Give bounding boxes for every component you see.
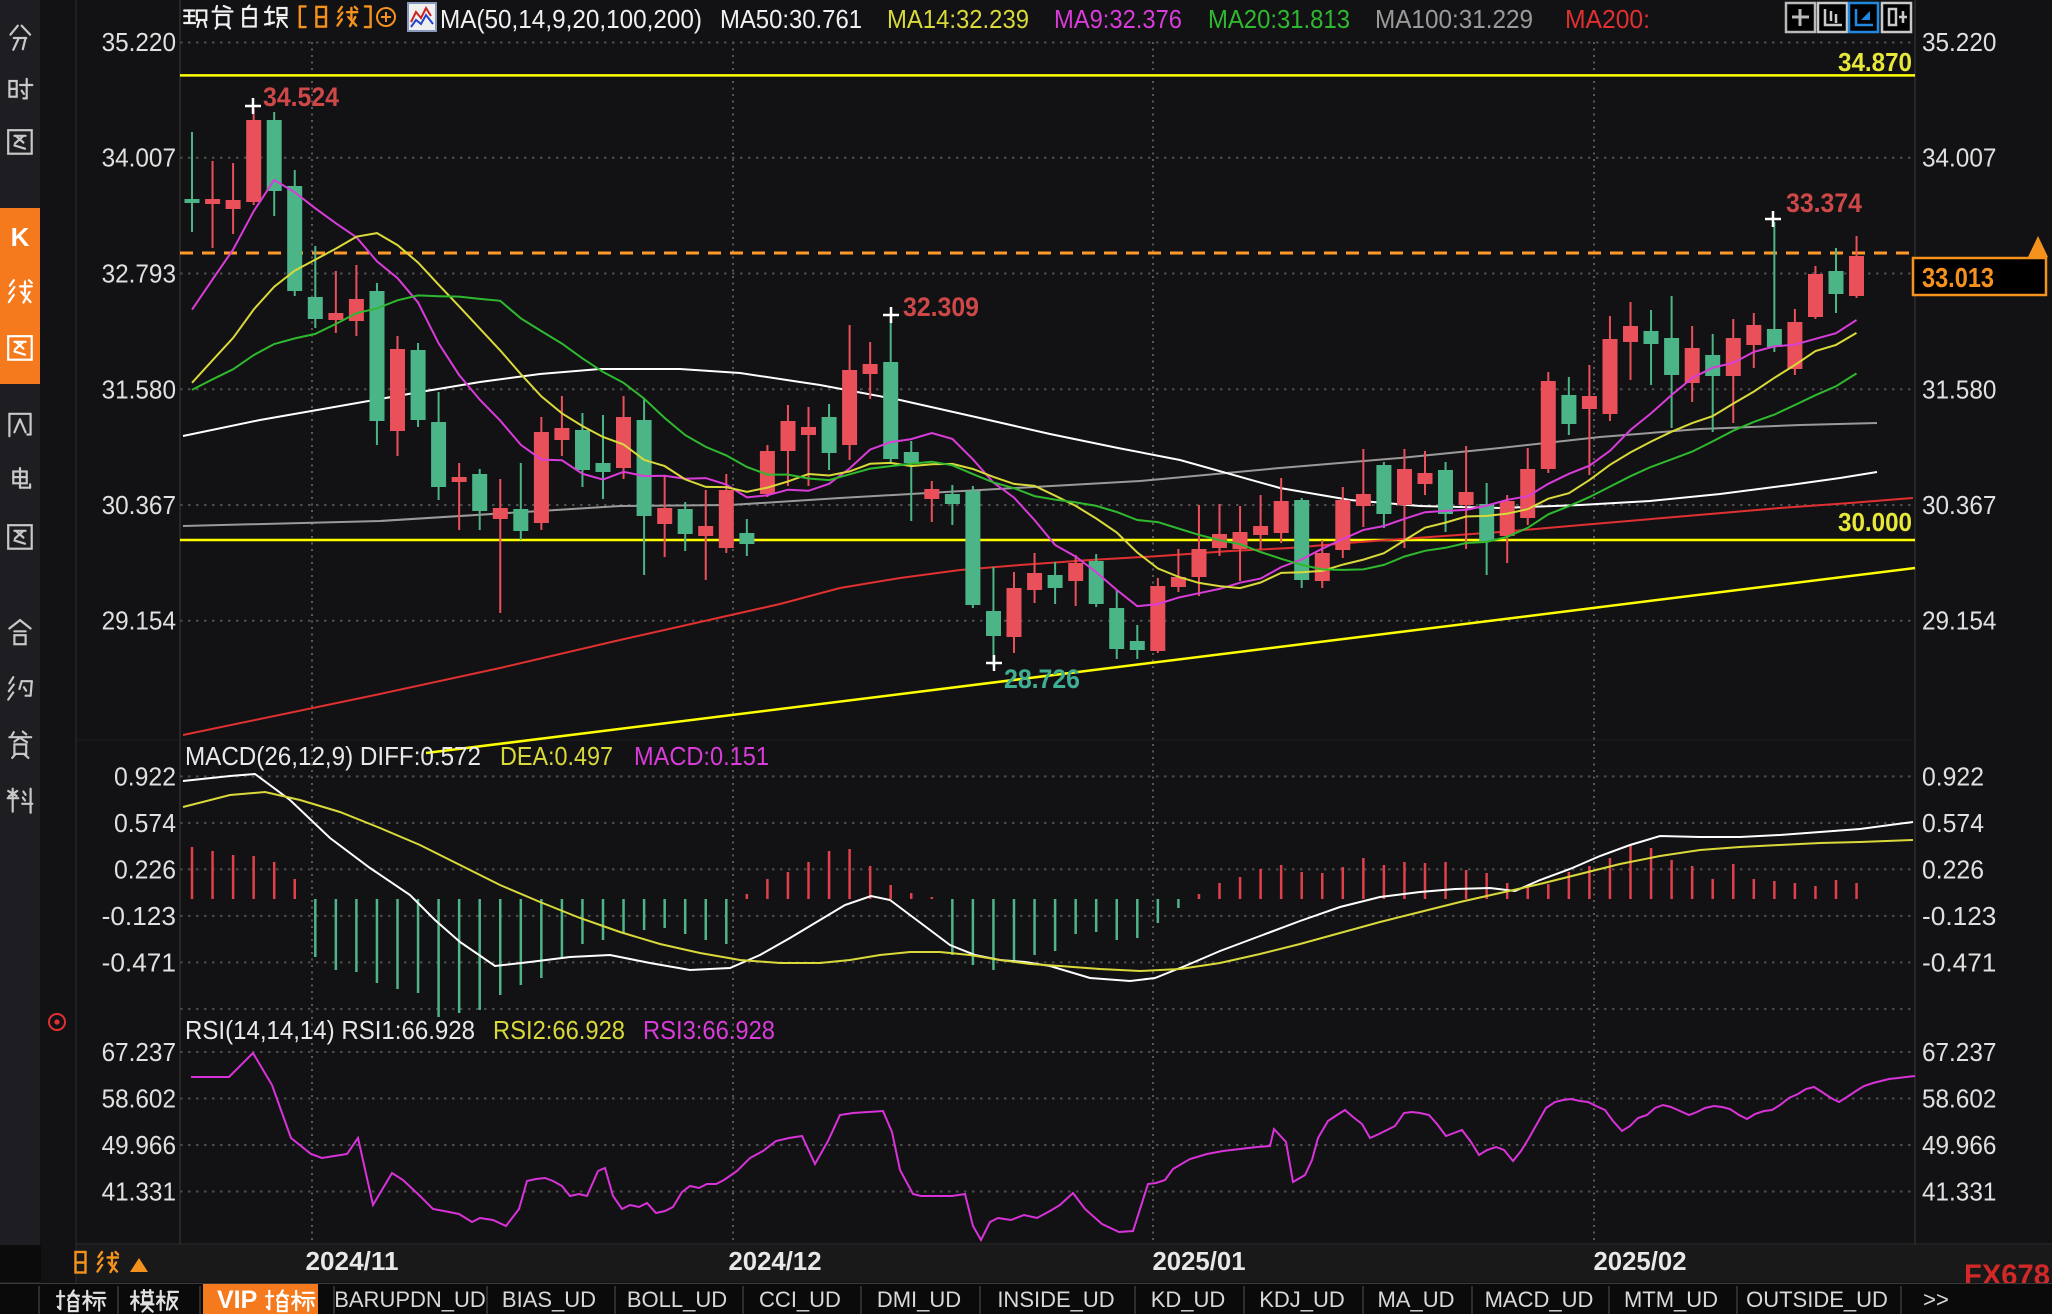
svg-text:MACD:0.151: MACD:0.151 [634, 741, 769, 771]
svg-text:MA200:: MA200: [1565, 4, 1650, 34]
svg-text:MACD_UD: MACD_UD [1485, 1287, 1594, 1312]
svg-text:29.154: 29.154 [1922, 606, 1996, 636]
svg-text:-0.471: -0.471 [102, 947, 176, 977]
svg-text:0.574: 0.574 [1922, 808, 1984, 838]
svg-text:30.000: 30.000 [1838, 507, 1912, 537]
svg-text:58.602: 58.602 [102, 1084, 176, 1114]
svg-text:41.331: 41.331 [102, 1177, 176, 1207]
svg-text:49.966: 49.966 [102, 1130, 176, 1160]
svg-text:0.574: 0.574 [114, 808, 176, 838]
svg-text:MA20:31.813: MA20:31.813 [1208, 4, 1350, 34]
svg-text:KDJ_UD: KDJ_UD [1259, 1287, 1345, 1312]
svg-text:58.602: 58.602 [1922, 1084, 1996, 1114]
svg-text:31.580: 31.580 [102, 374, 176, 404]
svg-text:BOLL_UD: BOLL_UD [627, 1287, 727, 1312]
svg-text:67.237: 67.237 [1922, 1037, 1996, 1067]
svg-text:VIP: VIP [217, 1286, 257, 1314]
svg-text:35.220: 35.220 [102, 27, 176, 57]
svg-text:DMI_UD: DMI_UD [877, 1287, 961, 1312]
svg-text:32.793: 32.793 [102, 259, 176, 289]
svg-text:>>: >> [1923, 1287, 1949, 1312]
svg-text:MA50:30.761: MA50:30.761 [720, 4, 862, 34]
svg-text:MA_UD: MA_UD [1377, 1287, 1454, 1312]
svg-text:OUTSIDE_UD: OUTSIDE_UD [1746, 1287, 1888, 1312]
svg-text:0.922: 0.922 [114, 761, 176, 791]
svg-text:MA100:31.229: MA100:31.229 [1375, 4, 1533, 34]
svg-text:0.226: 0.226 [114, 854, 176, 884]
svg-text:0.226: 0.226 [1922, 854, 1984, 884]
svg-text:49.966: 49.966 [1922, 1130, 1996, 1160]
svg-text:30.367: 30.367 [1922, 490, 1996, 520]
svg-text:67.237: 67.237 [102, 1037, 176, 1067]
svg-text:2024/12: 2024/12 [729, 1246, 822, 1276]
svg-text:RSI(14,14,14) RSI1:66.928: RSI(14,14,14) RSI1:66.928 [185, 1015, 475, 1045]
svg-text:INSIDE_UD: INSIDE_UD [997, 1287, 1114, 1312]
svg-text:RSI3:66.928: RSI3:66.928 [643, 1015, 775, 1045]
svg-text:CCI_UD: CCI_UD [759, 1287, 841, 1312]
svg-text:2024/11: 2024/11 [306, 1246, 399, 1276]
svg-text:-0.123: -0.123 [102, 901, 176, 931]
svg-text:31.580: 31.580 [1922, 374, 1996, 404]
svg-text:MTM_UD: MTM_UD [1624, 1287, 1718, 1312]
svg-text:33.013: 33.013 [1922, 262, 1994, 293]
svg-text:0.922: 0.922 [1922, 761, 1984, 791]
svg-text:34.007: 34.007 [102, 143, 176, 173]
svg-text:32.309: 32.309 [903, 292, 979, 322]
svg-text:MA(50,14,9,20,100,200): MA(50,14,9,20,100,200) [440, 4, 702, 34]
svg-text:KD_UD: KD_UD [1151, 1287, 1226, 1312]
svg-text:35.220: 35.220 [1922, 27, 1996, 57]
svg-text:41.331: 41.331 [1922, 1177, 1996, 1207]
svg-text:BARUPDN_UD: BARUPDN_UD [334, 1287, 486, 1312]
svg-text:MA14:32.239: MA14:32.239 [887, 4, 1029, 34]
svg-text:K: K [11, 222, 30, 252]
svg-text:34.007: 34.007 [1922, 143, 1996, 173]
svg-text:34.524: 34.524 [263, 82, 339, 112]
svg-text:DEA:0.497: DEA:0.497 [500, 741, 613, 771]
svg-text:33.374: 33.374 [1786, 188, 1862, 218]
svg-text:29.154: 29.154 [102, 606, 176, 636]
svg-text:30.367: 30.367 [102, 490, 176, 520]
svg-text:BIAS_UD: BIAS_UD [502, 1287, 596, 1312]
svg-text:34.870: 34.870 [1838, 47, 1912, 77]
svg-text:28.726: 28.726 [1004, 664, 1080, 694]
svg-text:2025/01: 2025/01 [1153, 1246, 1246, 1276]
svg-text:-0.471: -0.471 [1922, 947, 1996, 977]
svg-text:MACD(26,12,9) DIFF:0.572: MACD(26,12,9) DIFF:0.572 [185, 741, 481, 771]
svg-text:MA9:32.376: MA9:32.376 [1054, 4, 1182, 34]
svg-text:2025/02: 2025/02 [1594, 1246, 1687, 1276]
svg-text:-0.123: -0.123 [1922, 901, 1996, 931]
svg-text:RSI2:66.928: RSI2:66.928 [493, 1015, 625, 1045]
